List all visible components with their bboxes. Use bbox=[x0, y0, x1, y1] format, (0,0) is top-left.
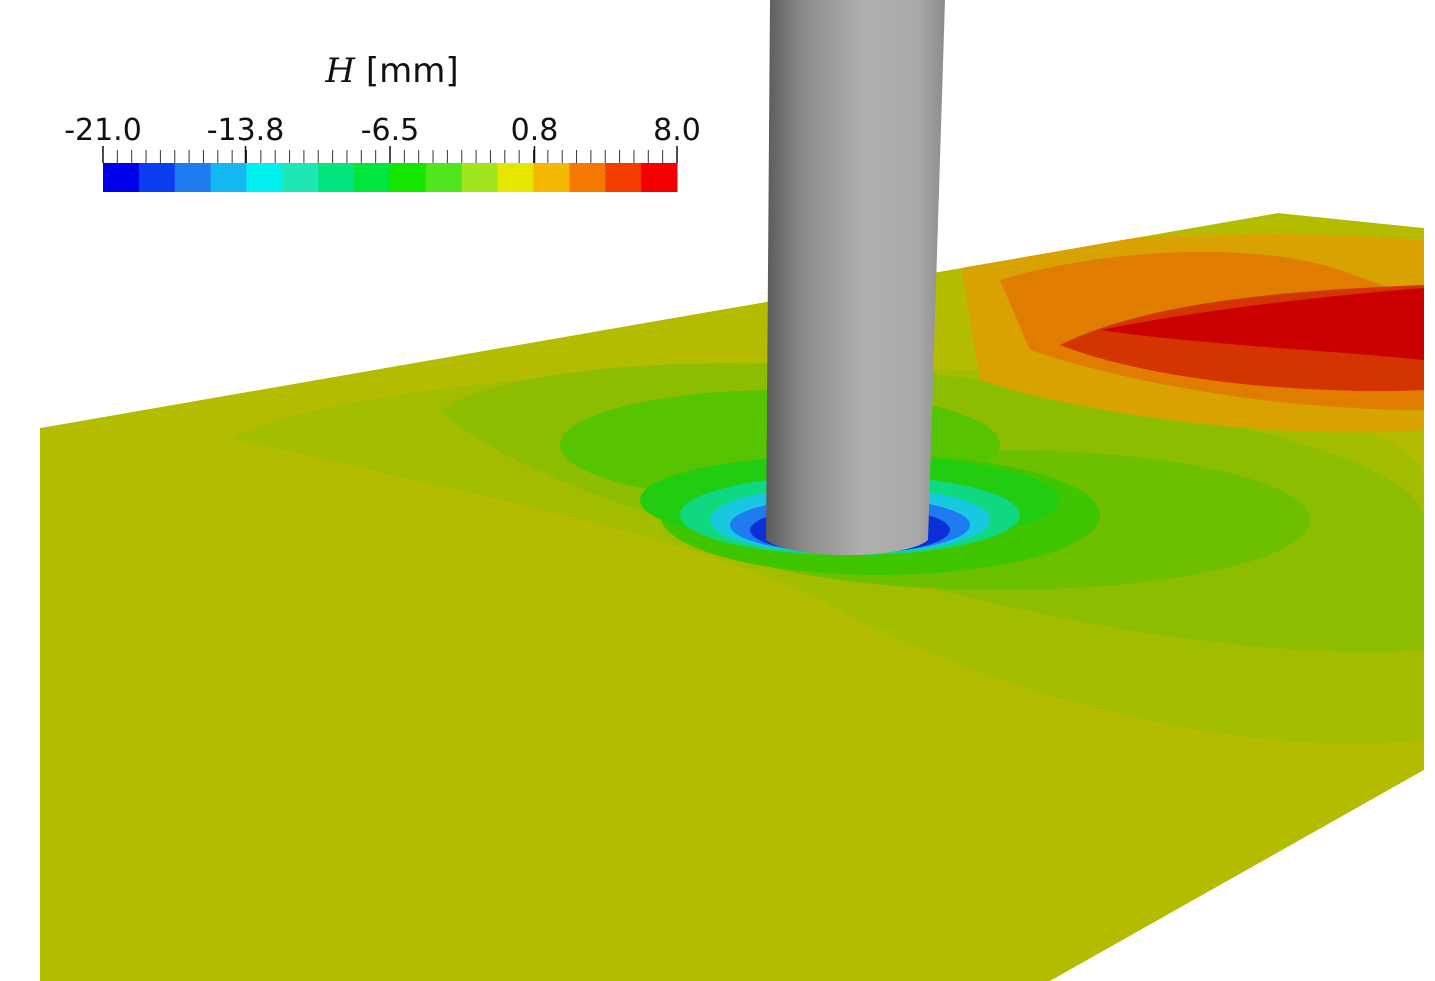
color-band bbox=[103, 163, 139, 192]
color-band bbox=[498, 163, 534, 192]
color-band bbox=[641, 163, 677, 192]
tick-label: -6.5 bbox=[361, 113, 420, 148]
color-band bbox=[462, 163, 498, 192]
tick-label: 8.0 bbox=[653, 113, 701, 148]
colorbar-title: H [mm] bbox=[324, 51, 458, 91]
page: H [mm] -21.0-13.8-6.50.88.0 (() => { con… bbox=[0, 0, 1435, 981]
colorbar: -21.0 -13.8 -6.5 0.8 8.0 bbox=[64, 113, 701, 192]
pile bbox=[766, 0, 945, 555]
title-unit: [mm] bbox=[366, 51, 459, 91]
color-band bbox=[569, 163, 605, 192]
tick-label: -13.8 bbox=[207, 113, 285, 148]
title-symbol: H bbox=[324, 51, 356, 91]
color-band bbox=[247, 163, 283, 192]
color-band bbox=[175, 163, 211, 192]
color-band bbox=[318, 163, 354, 192]
color-band bbox=[354, 163, 390, 192]
color-band bbox=[426, 163, 462, 192]
color-band bbox=[211, 163, 247, 192]
visualization: H [mm] -21.0 -13.8 -6.5 0.8 8.0 bbox=[0, 0, 1435, 981]
color-band bbox=[139, 163, 175, 192]
color-band bbox=[534, 163, 570, 192]
color-band bbox=[605, 163, 641, 192]
seabed bbox=[40, 213, 1424, 981]
color-band bbox=[390, 163, 426, 192]
tick-label: -21.0 bbox=[64, 113, 142, 148]
color-band bbox=[282, 163, 318, 192]
tick-label: 0.8 bbox=[511, 113, 559, 148]
